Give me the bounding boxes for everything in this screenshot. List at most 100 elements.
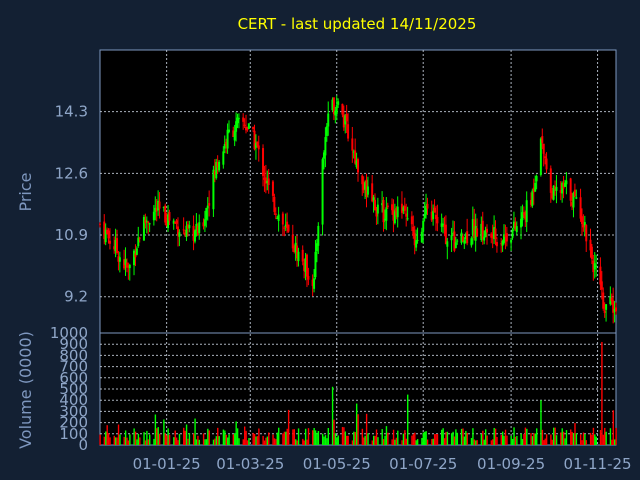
candle-body <box>531 190 534 206</box>
candle-body <box>493 227 496 240</box>
volume-bar <box>436 434 439 445</box>
candle-body <box>392 209 395 221</box>
volume-bar <box>500 434 502 445</box>
volume-bar <box>105 431 107 445</box>
candle-body <box>559 190 562 193</box>
volume-bar <box>146 430 148 445</box>
candle-body <box>381 203 384 206</box>
candle-body <box>549 168 552 193</box>
volume-bar <box>355 403 358 445</box>
volume-bar <box>164 433 167 445</box>
candle-body <box>464 233 467 240</box>
volume-bar <box>144 440 147 445</box>
volume-bar <box>374 435 376 445</box>
volume-bar <box>278 427 280 445</box>
candle-body <box>599 266 602 285</box>
volume-bar <box>217 427 219 445</box>
candle-body <box>520 218 523 228</box>
candle-body <box>277 214 280 221</box>
candle-body <box>276 217 279 219</box>
volume-bar <box>531 436 534 445</box>
volume-bar <box>361 428 364 445</box>
volume-bar <box>312 430 314 445</box>
candle-body <box>481 220 484 240</box>
volume-bar <box>384 435 386 445</box>
volume-bar <box>615 427 617 445</box>
candle-body <box>470 238 473 246</box>
candle-body <box>196 225 199 236</box>
volume-bar <box>611 439 613 445</box>
candle-body <box>460 232 463 243</box>
candle-body <box>473 219 476 238</box>
volume-bar <box>377 437 379 445</box>
candle-body <box>271 181 274 196</box>
candle-body <box>118 257 121 262</box>
volume-bar <box>137 433 140 445</box>
candle-body <box>480 223 483 240</box>
volume-bar <box>463 436 466 445</box>
candle-body <box>263 177 266 180</box>
candle-body <box>563 183 566 187</box>
candle-body <box>385 207 388 221</box>
volume-bar <box>246 440 249 445</box>
candle-body <box>305 254 308 277</box>
volume-bar <box>483 439 485 445</box>
volume-bar <box>543 440 545 445</box>
volume-bar <box>490 440 493 445</box>
volume-bar <box>166 435 168 445</box>
volume-bar <box>422 432 425 445</box>
tick-labels: 01-01-25 01-03-25 01-05-25 01-07-25 01-09-25… <box>50 103 632 473</box>
volume-bar <box>599 430 602 445</box>
candle-body <box>579 197 582 219</box>
volume-bar <box>302 438 304 445</box>
candle-body <box>593 263 596 270</box>
volume-bar <box>482 430 484 445</box>
candle-body <box>569 178 572 201</box>
volume-bar <box>432 438 434 445</box>
volume-bar <box>425 431 427 445</box>
volume-bar <box>248 438 250 445</box>
x-tick-label: 01-05-25 <box>303 455 371 473</box>
volume-bar <box>571 431 573 445</box>
candle-body <box>192 225 195 241</box>
volume-bar <box>521 438 524 445</box>
candle-body <box>456 240 459 242</box>
volume-bar <box>109 437 111 445</box>
price-tick-label: 12.6 <box>55 164 88 182</box>
candle-body <box>216 161 219 168</box>
candle-body <box>228 129 230 132</box>
candle-body <box>335 105 338 114</box>
candle-body <box>334 110 337 116</box>
candle-body <box>352 151 355 153</box>
candle-body <box>515 226 518 233</box>
candle-body <box>400 203 403 213</box>
volume-bar <box>504 429 507 445</box>
volume-bar <box>344 431 347 445</box>
candle-body <box>600 281 603 290</box>
candle-body <box>364 182 367 190</box>
volume-bar <box>327 427 330 445</box>
candle-body <box>433 207 436 213</box>
volume-bar <box>323 436 325 445</box>
volume-bar <box>435 434 437 445</box>
volume-bar <box>222 429 225 445</box>
volume-bar <box>202 433 205 445</box>
candle-body <box>281 213 284 225</box>
candle-body <box>592 260 595 273</box>
volume-bar <box>283 431 286 445</box>
candle-body <box>213 171 216 175</box>
candle-body <box>294 242 297 253</box>
volume-bar <box>317 430 320 445</box>
candle-body <box>524 211 527 220</box>
candle-body <box>273 196 276 212</box>
volume-bar <box>273 438 276 445</box>
volume-bar <box>331 386 334 445</box>
candle-body <box>395 208 398 216</box>
candle-body <box>521 212 524 221</box>
volume-bar <box>347 435 349 445</box>
candle-body <box>484 230 487 238</box>
price-axis-label: Price <box>16 172 35 211</box>
volume-bar <box>480 433 483 445</box>
volume-bar <box>207 428 209 445</box>
